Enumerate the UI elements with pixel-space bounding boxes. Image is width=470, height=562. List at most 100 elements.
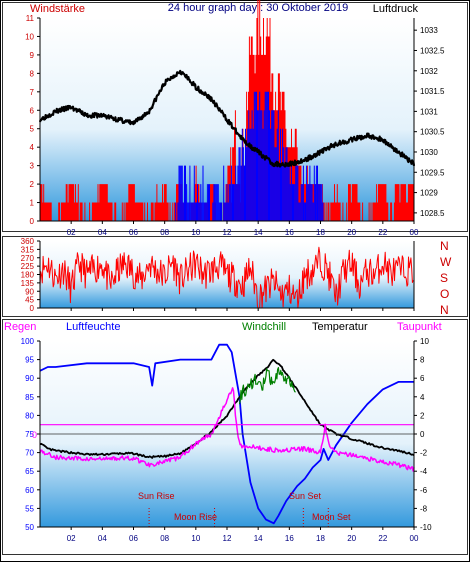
wind-y-tick-label: 9 — [30, 51, 35, 60]
pressure-y-tick-label: 1031.5 — [420, 87, 445, 96]
temp-x-tick-label: 10 — [191, 534, 200, 543]
temperature-y-tick-label: 2 — [420, 411, 425, 420]
pressure-y-tick-label: 1029 — [420, 189, 438, 198]
wind-y-tick-label: 6 — [30, 106, 35, 115]
compass-o: O — [440, 287, 449, 301]
wind-direction-series — [39, 246, 414, 309]
sun-rise-label: Sun Rise — [138, 491, 175, 501]
humidity-y-tick-label: 75 — [25, 430, 34, 439]
series-taupunkt — [39, 387, 415, 472]
wind-y-tick-label: 1 — [30, 199, 35, 208]
pressure-y-tick-label: 1030.5 — [420, 128, 445, 137]
wind-y-tick-label: 11 — [26, 14, 35, 23]
temp-x-tick-label: 16 — [285, 534, 294, 543]
wind-y-tick-label: 2 — [30, 180, 35, 189]
wind-x-tick-label: 14 — [254, 228, 263, 237]
legend-luftfeuchte: Luftfeuchte — [66, 321, 120, 333]
wind-y-tick-label: 3 — [30, 162, 35, 171]
humidity-y-tick-label: 70 — [25, 449, 34, 458]
pressure-y-tick-label: 1031 — [420, 107, 438, 116]
temperature-y-tick-label: 8 — [420, 356, 425, 365]
temp-x-tick-label: 00 — [410, 534, 419, 543]
temperature-y-tick-label: -4 — [420, 467, 428, 476]
pressure-y-tick-label: 1032 — [420, 67, 438, 76]
temperature-y-tick-label: 0 — [420, 430, 425, 439]
temp-x-tick-label: 18 — [316, 534, 325, 543]
wind-x-tick-label: 16 — [285, 228, 294, 237]
wind-y-tick-label: 5 — [30, 125, 35, 134]
compass-w: W — [440, 255, 452, 269]
wind-x-tick-label: 02 — [67, 228, 76, 237]
top-panel-frame — [2, 2, 468, 232]
pressure-y-tick-label: 1033 — [420, 26, 438, 35]
direction-y-tick-label: 135 — [21, 279, 35, 288]
series-luftfeuchte — [39, 343, 414, 525]
legend-temperatur: Temperatur — [312, 321, 368, 333]
wind-x-tick-label: 04 — [98, 228, 107, 237]
pressure-series — [38, 69, 416, 168]
compass-s: S — [440, 271, 448, 285]
wind-x-tick-label: 12 — [223, 228, 232, 237]
temp-x-tick-label: 04 — [98, 534, 107, 543]
wind-x-tick-label: 00 — [410, 228, 419, 237]
wind-gust-series — [175, 91, 324, 221]
temp-x-tick-label: 20 — [347, 534, 356, 543]
pressure-y-tick-label: 1030 — [420, 148, 438, 157]
compass-n-top: N — [440, 239, 449, 253]
direction-plot-area — [40, 241, 414, 308]
humidity-y-tick-label: 95 — [25, 356, 34, 365]
temperature-y-tick-label: 6 — [420, 374, 425, 383]
temp-x-tick-label: 06 — [129, 534, 138, 543]
pressure-y-tick-label: 1032.5 — [420, 46, 445, 55]
chart-title: 24 hour graph day : 30 Oktober 2019 — [168, 2, 348, 14]
legend-windchill: Windchill — [242, 321, 286, 333]
direction-y-tick-label: 0 — [30, 304, 35, 313]
series-temperatur — [39, 358, 415, 459]
direction-y-tick-label: 90 — [25, 287, 34, 296]
humidity-y-tick-label: 90 — [25, 374, 34, 383]
temperature-y-tick-label: 4 — [420, 393, 425, 402]
humidity-y-tick-label: 65 — [25, 467, 34, 476]
direction-y-tick-label: 315 — [21, 245, 35, 254]
moon-rise-label: Moon Rise — [174, 512, 217, 522]
temp-x-tick-label: 14 — [254, 534, 263, 543]
wind-y-tick-label: 10 — [25, 32, 34, 41]
temp-x-tick-label: 02 — [67, 534, 76, 543]
direction-y-tick-label: 270 — [21, 254, 35, 263]
pressure-y-tick-label: 1028.5 — [420, 209, 445, 218]
direction-y-tick-label: 180 — [21, 271, 35, 280]
temperature-y-tick-label: -8 — [420, 504, 428, 513]
humidity-y-tick-label: 60 — [25, 486, 34, 495]
pressure-y-tick-label: 1029.5 — [420, 168, 445, 177]
series-windchill — [238, 367, 296, 405]
wind-y-tick-label: 8 — [30, 69, 35, 78]
temp-x-tick-label: 08 — [160, 534, 169, 543]
temperature-y-tick-label: -6 — [420, 486, 428, 495]
direction-y-tick-label: 225 — [21, 262, 35, 271]
humidity-y-tick-label: 55 — [25, 504, 34, 513]
temp-x-tick-label: 22 — [378, 534, 387, 543]
wind-axis-title: Windstärke — [30, 3, 85, 15]
pressure-axis-title: Luftdruck — [373, 3, 419, 15]
legend-regen: Regen — [4, 321, 36, 333]
temp-x-tick-label: 12 — [223, 534, 232, 543]
wind-y-tick-label: 7 — [30, 88, 35, 97]
wind-x-tick-label: 20 — [347, 228, 356, 237]
temperature-y-tick-label: -2 — [420, 449, 428, 458]
humidity-y-tick-label: 50 — [25, 523, 34, 532]
legend-taupunkt: Taupunkt — [397, 321, 442, 333]
wind-x-tick-label: 06 — [129, 228, 138, 237]
humidity-y-tick-label: 100 — [21, 337, 35, 346]
temperature-y-tick-label: -10 — [420, 523, 432, 532]
middle-panel-frame — [2, 236, 468, 317]
humidity-y-tick-label: 80 — [25, 411, 34, 420]
direction-y-tick-label: 360 — [21, 237, 35, 246]
wind-x-tick-label: 10 — [191, 228, 200, 237]
moon-set-label: Moon Set — [312, 512, 351, 522]
direction-y-tick-label: 45 — [25, 296, 34, 305]
wind-x-tick-label: 08 — [160, 228, 169, 237]
rain-zero-label: 0 — [32, 430, 37, 440]
sun-set-label: Sun Set — [289, 491, 322, 501]
